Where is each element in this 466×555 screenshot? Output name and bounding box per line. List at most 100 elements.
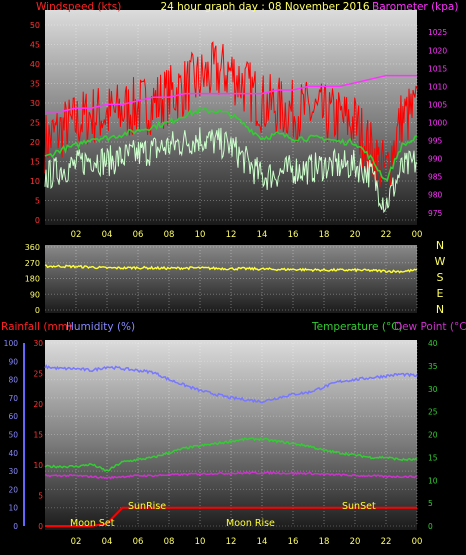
direction-panel-bg (45, 245, 417, 313)
graph-title: 24 hour graph day : 08 November 2016 (160, 1, 369, 13)
x-tick-label: 20 (350, 230, 361, 240)
x-tick-label: 06 (133, 230, 144, 240)
direction-y-tick-label: 0 (35, 306, 40, 315)
barometer-axis-title: Barometer (kpa) (372, 1, 458, 13)
barometer-y-tick-label: 1000 (428, 119, 447, 128)
wind-y-tick-label: 50 (30, 21, 40, 30)
x-tick-label: 08 (164, 230, 175, 240)
x-tick-label: 16 (288, 537, 299, 547)
temperature-y-tick-label: 40 (428, 339, 438, 348)
barometer-y-tick-label: 1020 (428, 46, 447, 55)
humidity-y-tick-label: 50 (8, 431, 18, 440)
x-tick-label: 14 (257, 537, 268, 547)
wind-direction-series (44, 264, 418, 274)
humidity-y-tick-label: 20 (8, 485, 18, 494)
temperature-axis-title: Temperature (°C) (311, 321, 403, 333)
x-tick-label: 12 (226, 537, 237, 547)
barometer-series (45, 74, 417, 113)
rainfall-y-tick-label: 25 (33, 370, 43, 379)
sunset-label: SunSet (342, 501, 376, 512)
rainfall-y-tick-label: 30 (33, 339, 43, 348)
x-tick-label: 14 (257, 230, 268, 240)
x-tick-label: 00 (412, 537, 423, 547)
barometer-y-tick-label: 1010 (428, 82, 447, 91)
moon-set-label: Moon Set (70, 518, 115, 529)
humidity-y-tick-label: 90 (8, 357, 18, 366)
humidity-y-tick-label: 0 (13, 522, 18, 531)
barometer-y-tick-label: 985 (428, 173, 443, 182)
wind-y-tick-label: 45 (30, 41, 40, 50)
rainfall-y-tick-label: 20 (33, 400, 43, 409)
x-tick-label: 18 (319, 230, 330, 240)
x-tick-label: 00 (412, 230, 423, 240)
x-tick-label: 04 (102, 230, 113, 240)
barometer-y-tick-label: 1005 (428, 100, 447, 109)
x-tick-label: 22 (381, 230, 392, 240)
x-tick-label: 22 (381, 537, 392, 547)
barometer-y-tick-label: 1015 (428, 64, 447, 73)
barometer-y-tick-label: 980 (428, 191, 443, 200)
x-tick-label: 08 (164, 537, 175, 547)
compass-label: N (436, 239, 444, 252)
direction-y-tick-label: 90 (30, 290, 40, 299)
sunrise-label: SunRise (128, 501, 166, 512)
wind-lull-series (44, 127, 418, 214)
compass-label: E (437, 287, 444, 300)
temperature-y-tick-label: 25 (428, 408, 438, 417)
temperature-y-tick-label: 0 (428, 522, 433, 531)
direction-y-tick-label: 360 (25, 243, 40, 252)
barometer-y-tick-label: 975 (428, 209, 443, 218)
x-tick-label: 16 (288, 230, 299, 240)
direction-y-tick-label: 270 (25, 259, 40, 268)
compass-label: N (436, 303, 444, 316)
wind-y-tick-label: 40 (30, 60, 40, 69)
dewpoint-series (44, 471, 418, 480)
wind-y-tick-label: 25 (30, 119, 40, 128)
humidity-y-tick-label: 80 (8, 376, 18, 385)
direction-y-tick-label: 180 (25, 275, 40, 284)
wind-average-series (44, 107, 418, 183)
humidity-y-tick-label: 70 (8, 394, 18, 403)
compass-label: W (435, 255, 446, 268)
wind-y-tick-label: 35 (30, 80, 40, 89)
rainfall-y-tick-label: 10 (33, 461, 43, 470)
wind-y-tick-label: 30 (30, 99, 40, 108)
wind-y-tick-label: 20 (30, 138, 40, 147)
humidity-y-tick-label: 100 (4, 339, 19, 348)
temperature-series (44, 436, 418, 472)
x-tick-label: 18 (319, 537, 330, 547)
compass-label: S (437, 271, 444, 284)
x-tick-label: 02 (71, 537, 82, 547)
moon-rise-label: Moon Rise (226, 518, 275, 529)
x-tick-label: 10 (195, 537, 206, 547)
barometer-y-tick-label: 1025 (428, 28, 447, 37)
wind-gust-series (44, 41, 418, 189)
rain-panel-bg (45, 340, 417, 530)
humidity-y-tick-label: 40 (8, 449, 18, 458)
x-tick-label: 10 (195, 230, 206, 240)
windspeed-axis-title: Windspeed (kts) (36, 1, 121, 13)
humidity-series (44, 364, 418, 404)
temperature-y-tick-label: 35 (428, 362, 438, 371)
temperature-y-tick-label: 10 (428, 476, 438, 485)
rainfall-y-tick-label: 0 (38, 522, 43, 531)
barometer-y-tick-label: 995 (428, 137, 443, 146)
rainfall-y-tick-label: 5 (38, 492, 43, 501)
temperature-y-tick-label: 20 (428, 431, 438, 440)
humidity-y-tick-label: 10 (8, 504, 18, 513)
humidity-y-tick-label: 30 (8, 467, 18, 476)
x-tick-label: 06 (133, 537, 144, 547)
rainfall-axis-title: Rainfall (mm) (1, 321, 72, 333)
barometer-y-tick-label: 990 (428, 155, 443, 164)
wind-y-tick-label: 0 (35, 216, 40, 225)
x-tick-label: 04 (102, 537, 113, 547)
rainfall-series (45, 506, 417, 527)
x-tick-label: 02 (71, 230, 82, 240)
temperature-y-tick-label: 5 (428, 499, 433, 508)
wind-y-tick-label: 5 (35, 197, 40, 206)
wind-y-tick-label: 10 (30, 177, 40, 186)
dewpoint-axis-title: Dew Point (°C) (394, 321, 466, 333)
temperature-y-tick-label: 15 (428, 453, 438, 462)
humidity-y-tick-label: 60 (8, 412, 18, 421)
